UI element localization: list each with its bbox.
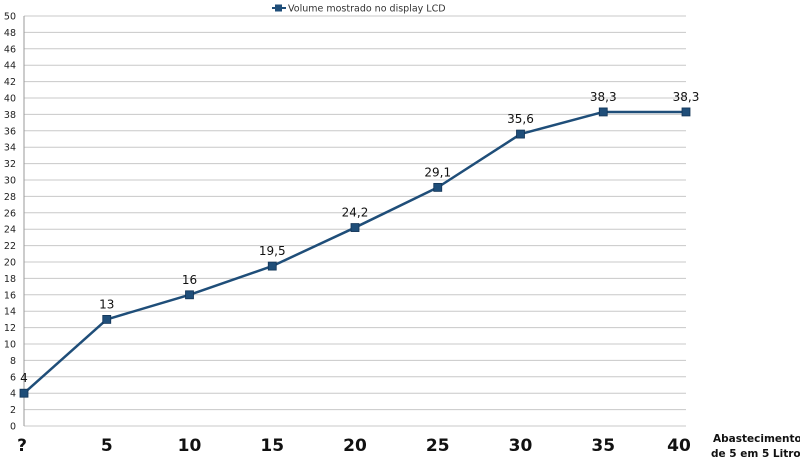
data-label: 4	[20, 371, 28, 385]
legend: Volume mostrado no display LCD	[272, 4, 446, 15]
legend-label: Volume mostrado no display LCD	[288, 4, 446, 15]
data-label: 29,1	[424, 165, 451, 179]
y-tick-label: 6	[10, 372, 16, 383]
y-tick-label: 22	[4, 241, 16, 252]
x-tick-label: 30	[509, 436, 533, 456]
data-point	[102, 314, 112, 324]
grid-lines	[23, 15, 686, 427]
y-tick-label: 46	[4, 44, 16, 55]
data-point	[598, 107, 608, 117]
data-point	[19, 388, 29, 398]
y-tick-label: 0	[10, 422, 16, 433]
y-tick-label: 42	[4, 77, 16, 88]
series-volume: 4 13 16 19,5 24,2 29,1 35,6 38,3 38,3	[19, 90, 700, 398]
x-axis-ticks: ? 5 10 15 20 25 30 35 40	[17, 436, 691, 456]
data-label: 13	[99, 297, 114, 311]
x-tick-label: 40	[667, 436, 691, 456]
y-tick-label: 14	[4, 307, 16, 318]
data-point	[267, 261, 277, 271]
y-tick-label: 24	[4, 225, 16, 236]
y-tick-label: 26	[4, 208, 16, 219]
y-tick-label: 30	[4, 176, 16, 187]
legend-marker	[275, 4, 282, 12]
y-axis-ticks: 0246810121416182022242628303234363840424…	[4, 12, 16, 433]
data-label: 19,5	[259, 244, 286, 258]
y-tick-label: 48	[4, 28, 16, 39]
y-tick-label: 18	[4, 274, 16, 285]
x-axis-title-line-1: Abastecimento	[713, 433, 800, 445]
x-tick-label: ?	[17, 436, 27, 456]
y-tick-label: 38	[4, 110, 16, 121]
y-tick-label: 44	[4, 61, 16, 72]
y-tick-label: 16	[4, 290, 16, 301]
y-tick-label: 40	[4, 94, 16, 105]
x-tick-label: 25	[426, 436, 450, 456]
data-label: 16	[182, 273, 197, 287]
y-tick-label: 20	[4, 258, 16, 269]
x-tick-label: 35	[591, 436, 615, 456]
y-tick-label: 4	[10, 389, 16, 400]
y-tick-label: 50	[4, 12, 16, 23]
y-tick-label: 10	[4, 340, 16, 351]
data-point	[516, 129, 525, 139]
x-axis-title: Abastecimento de 5 em 5 Litros	[711, 433, 800, 460]
x-tick-label: 10	[178, 436, 202, 456]
data-point	[350, 223, 360, 232]
y-tick-label: 36	[4, 126, 16, 137]
series-line	[23, 110, 686, 395]
data-label: 35,6	[507, 112, 534, 126]
data-point	[433, 182, 443, 192]
data-label: 24,2	[342, 206, 369, 220]
y-tick-label: 8	[10, 356, 16, 367]
y-tick-label: 2	[10, 405, 16, 416]
y-tick-label: 34	[4, 143, 16, 154]
x-tick-label: 15	[260, 436, 284, 456]
data-point	[681, 107, 691, 117]
y-tick-label: 28	[4, 192, 16, 203]
x-tick-label: 20	[343, 436, 367, 456]
x-axis-title-line-2: de 5 em 5 Litros	[711, 448, 800, 460]
data-point	[185, 290, 194, 300]
x-tick-label: 5	[101, 436, 113, 456]
y-tick-label: 12	[4, 323, 16, 334]
y-tick-label: 32	[4, 159, 16, 170]
data-label: 38,3	[673, 90, 700, 104]
data-label: 38,3	[590, 90, 617, 104]
